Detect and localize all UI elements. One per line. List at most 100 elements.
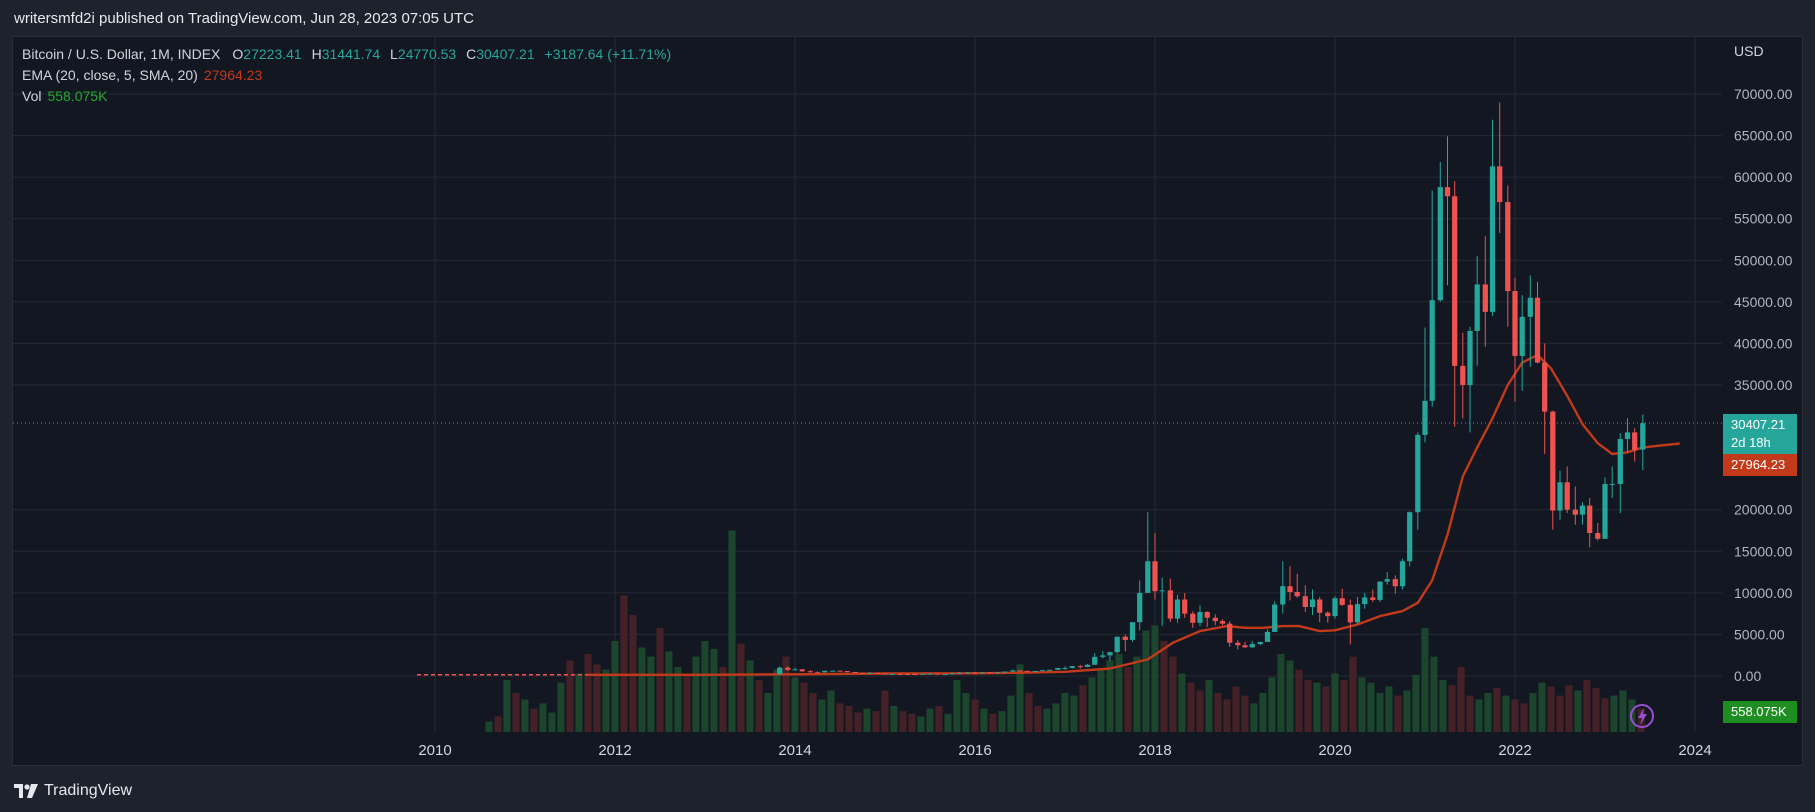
legend-vol-row[interactable]: Vol 558.075K bbox=[22, 86, 671, 107]
candle bbox=[1632, 428, 1638, 462]
candle-body bbox=[1564, 482, 1570, 510]
vol-label[interactable]: Vol bbox=[22, 88, 42, 104]
y-tick-label: 55000.00 bbox=[1734, 211, 1793, 227]
candle-body bbox=[1317, 599, 1323, 613]
y-tick-label: 15000.00 bbox=[1734, 543, 1793, 559]
candle-body bbox=[799, 669, 805, 672]
candle-body bbox=[1197, 611, 1203, 623]
candle bbox=[1069, 666, 1075, 669]
candle-body bbox=[957, 672, 963, 674]
volume-bar bbox=[1547, 686, 1555, 732]
y-tick-label: 10000.00 bbox=[1734, 585, 1793, 601]
candle-body bbox=[1152, 561, 1158, 592]
candle bbox=[1197, 605, 1203, 627]
candle bbox=[897, 673, 903, 675]
candle-body bbox=[1640, 423, 1646, 450]
volume-bar bbox=[845, 706, 853, 732]
candle-body bbox=[1272, 604, 1278, 632]
ema-label[interactable]: EMA (20, close, 5, SMA, 20) bbox=[22, 67, 198, 83]
candle bbox=[882, 673, 888, 675]
volume-bar bbox=[962, 693, 970, 732]
symbol-label[interactable]: Bitcoin / U.S. Dollar, 1M, INDEX bbox=[22, 46, 221, 62]
candle-body bbox=[1010, 670, 1016, 672]
y-tick-label: 60000.00 bbox=[1734, 169, 1793, 185]
candle bbox=[1579, 502, 1586, 525]
candle-body bbox=[994, 672, 1001, 674]
candle bbox=[972, 672, 978, 674]
candle-body bbox=[1092, 656, 1098, 665]
volume-bar bbox=[1232, 686, 1240, 732]
volume-bar bbox=[1610, 695, 1618, 732]
candle-body bbox=[1137, 592, 1143, 623]
candle-body bbox=[1595, 532, 1601, 539]
ema-line-layer bbox=[417, 353, 1680, 676]
y-tick-label: 40000.00 bbox=[1734, 335, 1793, 351]
candle-body bbox=[1122, 636, 1128, 640]
candle-body bbox=[792, 669, 798, 671]
volume-bar bbox=[620, 595, 628, 732]
header-bar: writersmfd2i published on TradingView.co… bbox=[0, 0, 1815, 36]
candle bbox=[1294, 573, 1300, 598]
publisher-text: writersmfd2i published on TradingView.co… bbox=[14, 10, 474, 27]
candle-body bbox=[987, 672, 993, 674]
volume-bar bbox=[899, 711, 907, 732]
candle bbox=[1325, 611, 1331, 623]
candle-body bbox=[1332, 598, 1338, 617]
candle bbox=[1280, 561, 1286, 614]
volume-bar bbox=[1574, 690, 1582, 732]
open-key: O bbox=[232, 46, 244, 62]
ema-tag-value: 27964.23 bbox=[1731, 457, 1786, 472]
volume-bar bbox=[836, 703, 844, 732]
candle bbox=[1227, 621, 1233, 647]
footer-branding[interactable]: TradingView bbox=[14, 782, 132, 800]
volume-bar bbox=[1124, 667, 1132, 732]
candle bbox=[1602, 477, 1608, 539]
volume-bar bbox=[1106, 660, 1114, 732]
volume-bar bbox=[1196, 690, 1204, 732]
candle-body bbox=[1017, 670, 1023, 672]
candle-body bbox=[1325, 612, 1331, 617]
candle-body bbox=[927, 673, 933, 675]
volume-bar bbox=[1385, 686, 1393, 732]
candle bbox=[987, 672, 993, 674]
volume-bar bbox=[1394, 695, 1402, 732]
volume-bar bbox=[1115, 654, 1123, 732]
candle-body bbox=[1542, 362, 1548, 412]
legend-ema-row[interactable]: EMA (20, close, 5, SMA, 20) 27964.23 bbox=[22, 65, 671, 86]
chart-pane[interactable] bbox=[12, 36, 1803, 766]
volume-bar bbox=[791, 677, 799, 732]
candle-body bbox=[1587, 505, 1593, 533]
candles bbox=[777, 102, 1646, 676]
candle-body bbox=[822, 670, 828, 673]
ema-price-tag: 27964.23 bbox=[1723, 454, 1797, 476]
candle bbox=[1564, 466, 1570, 514]
candle bbox=[942, 673, 948, 676]
volume-bar bbox=[692, 656, 700, 732]
candle bbox=[1452, 181, 1458, 427]
volume-bar bbox=[1592, 687, 1600, 732]
candle-body bbox=[934, 673, 940, 675]
candle bbox=[1407, 511, 1413, 567]
candle-body bbox=[1114, 636, 1120, 653]
candle bbox=[777, 666, 783, 675]
candle-body bbox=[1107, 652, 1113, 656]
volume-bar bbox=[1412, 674, 1420, 732]
candle-body bbox=[1302, 596, 1308, 607]
volume-bar bbox=[1151, 625, 1159, 732]
candle-body bbox=[1287, 586, 1293, 593]
candle bbox=[1092, 653, 1098, 665]
volume-bar bbox=[1025, 693, 1033, 732]
candle-body bbox=[1190, 613, 1196, 623]
candle-body bbox=[1519, 316, 1525, 356]
candle-body bbox=[1062, 667, 1068, 669]
volume-bar bbox=[1403, 690, 1411, 732]
candle bbox=[934, 673, 940, 675]
volume-bar bbox=[1619, 690, 1627, 732]
candle-body bbox=[882, 673, 888, 675]
volume-bar bbox=[494, 716, 502, 732]
legend-symbol-row[interactable]: Bitcoin / U.S. Dollar, 1M, INDEX O27223.… bbox=[22, 44, 671, 65]
volume-bar bbox=[602, 669, 610, 732]
candle bbox=[1010, 669, 1016, 672]
volume-bar bbox=[764, 693, 772, 732]
